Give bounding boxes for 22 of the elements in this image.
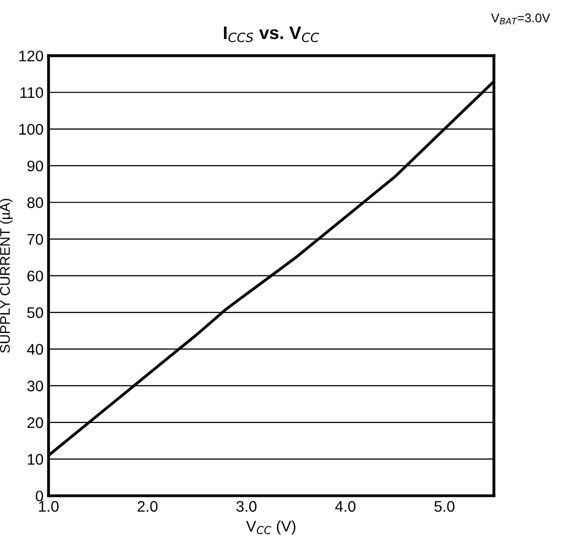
- y-tick-label: 110: [20, 87, 44, 98]
- y-tick-label: 20: [27, 417, 44, 428]
- chart-title: I$_{CCS}$ vs. V$_{CC}$: [224, 26, 320, 42]
- y-tick-label: 100: [19, 124, 44, 135]
- y-tick-label: 80: [27, 197, 44, 208]
- x-tick-label: 4.0: [335, 500, 356, 512]
- text: V$_{BAT}$=3.0V: [491, 14, 550, 24]
- y-tick-label: 40: [27, 344, 44, 355]
- x-tick-label: 3.0: [236, 500, 257, 512]
- x-tick-label: 5.0: [434, 500, 454, 512]
- y-tick-label: 0: [36, 490, 44, 502]
- x-tick-label: 1.0: [39, 500, 59, 512]
- x-tick-label: 2.0: [138, 500, 158, 512]
- y-tick-label: 70: [27, 234, 44, 245]
- y-axis-title: SUPPLY CURRENT (µA): [0, 198, 13, 353]
- y-tick-label: 120: [19, 50, 44, 62]
- y-tick-label: 30: [27, 380, 44, 392]
- x-axis-title: V$_{CC}$ (V): [246, 520, 296, 535]
- y-tick-label: 90: [27, 160, 44, 172]
- y-tick-label: 60: [27, 270, 44, 282]
- y-tick-label: 10: [28, 454, 44, 465]
- y-tick-label: 50: [27, 307, 44, 318]
